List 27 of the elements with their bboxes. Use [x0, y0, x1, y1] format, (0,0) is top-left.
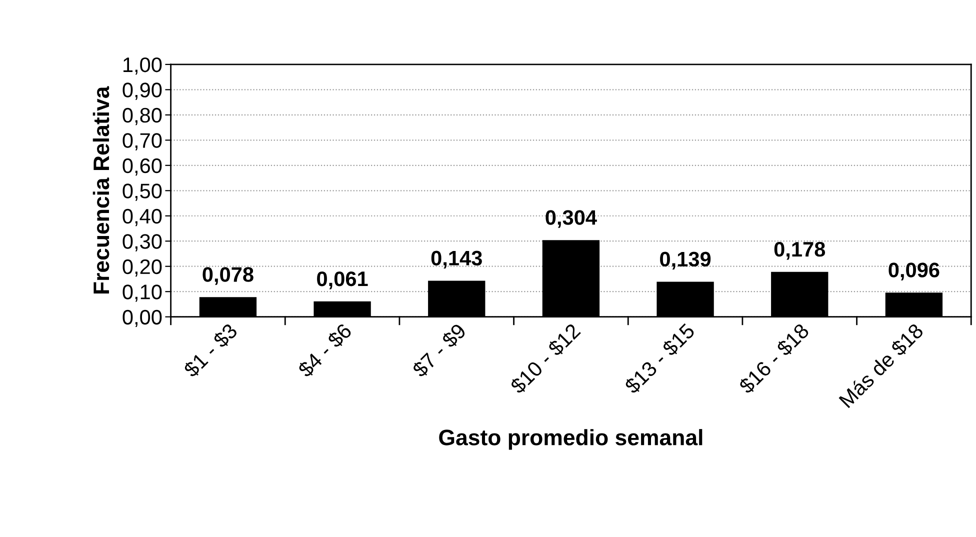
y-tick-label: 0,20 — [122, 259, 162, 277]
y-tick-label: 0,30 — [122, 234, 162, 252]
y-tick-label: 0,70 — [122, 133, 162, 150]
y-tick-label: 0,10 — [122, 284, 162, 302]
data-label: 0,178 — [774, 242, 826, 260]
x-axis-title: Gasto promedio semanal — [439, 429, 702, 450]
x-tick-label: Más de $18 — [838, 322, 926, 410]
x-tick-label: $13 - $15 — [622, 322, 696, 396]
x-tick-label: $10 - $12 — [508, 322, 582, 396]
data-label: 0,061 — [317, 271, 368, 290]
y-tick-label: 0,60 — [122, 158, 162, 176]
x-tick-label: $4 - $6 — [296, 322, 354, 380]
y-tick-label: 0,80 — [122, 108, 162, 126]
y-tick-label: 0,90 — [122, 82, 162, 100]
data-label: 0,304 — [546, 210, 597, 228]
data-label: 0,143 — [431, 250, 482, 269]
y-tick-label: 0,40 — [122, 208, 162, 226]
data-label: 0,078 — [202, 267, 254, 285]
y-tick-label: 0,00 — [122, 310, 162, 328]
x-tick-label: $7 - $9 — [410, 322, 468, 380]
y-tick-label: 0,50 — [122, 184, 162, 201]
data-label: 0,096 — [888, 262, 940, 280]
x-tick-label: $1 - $3 — [182, 322, 240, 380]
y-tick-label: 1,00 — [124, 57, 162, 75]
data-label: 0,139 — [660, 252, 711, 270]
x-tick-label: $16 - $18 — [737, 322, 811, 396]
y-axis-title: Frecuencia Relativa — [92, 86, 110, 294]
